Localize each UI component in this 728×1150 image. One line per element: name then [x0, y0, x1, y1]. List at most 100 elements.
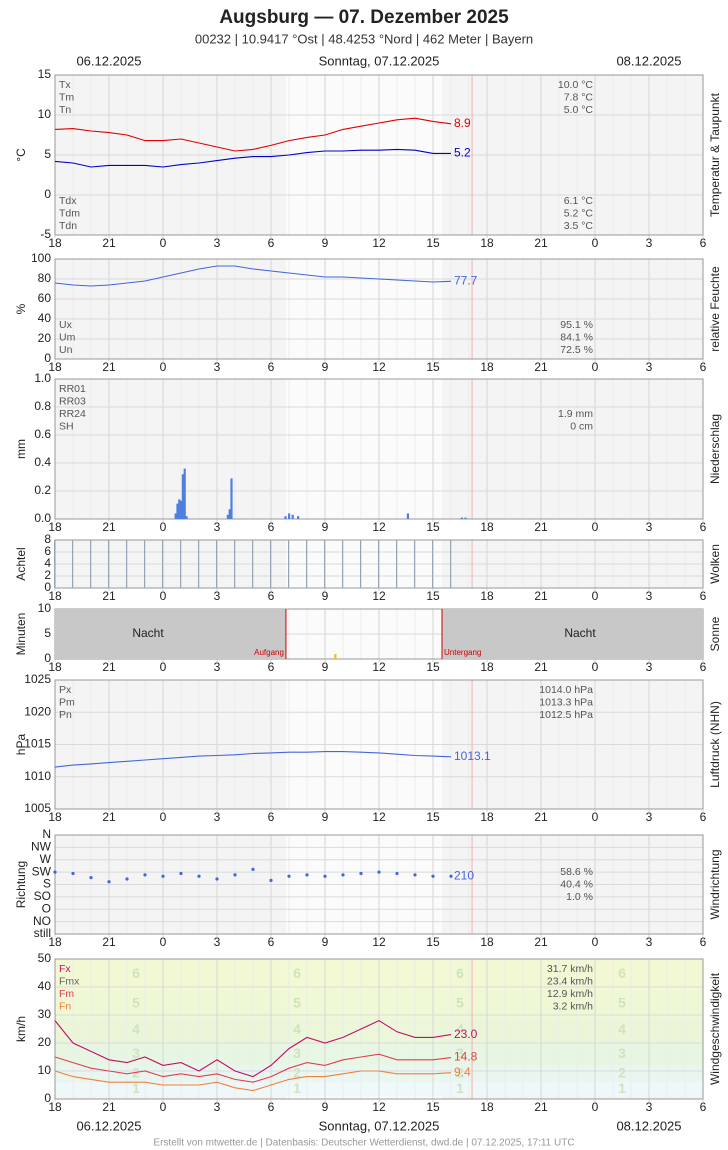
bar [176, 503, 179, 519]
end-label: 5.2 [454, 146, 471, 160]
x-tick-label: 0 [592, 589, 599, 603]
point [143, 873, 147, 877]
y-tick-label: 10 [38, 107, 52, 121]
x-tick-label: 6 [268, 935, 275, 949]
x-tick-label: 9 [322, 810, 329, 824]
stat-value: 0 cm [570, 420, 593, 432]
x-tick-label: 9 [322, 236, 329, 250]
y-tick-label: 0.0 [34, 511, 51, 525]
x-tick-label: 6 [700, 810, 707, 824]
sunset-label: Untergang [444, 648, 481, 657]
beaufort-label: 4 [293, 1021, 301, 1037]
daylight [285, 259, 442, 359]
y-tick-label: 1015 [24, 737, 51, 751]
y-tick-label: W [40, 852, 52, 866]
x-tick-label: 18 [480, 935, 494, 949]
x-tick-label: 12 [372, 589, 386, 603]
y-tick-label: still [34, 926, 51, 940]
plot-frame [54, 74, 704, 236]
plot-frame [54, 958, 704, 1100]
x-tick-label: 12 [372, 660, 386, 674]
bar [90, 540, 92, 588]
bar [288, 513, 291, 519]
bar [226, 514, 229, 519]
x-tick-label: 3 [646, 589, 653, 603]
x-tick-label: 18 [48, 810, 62, 824]
beaufort-label: 4 [456, 1021, 464, 1037]
y-tick-label: 40 [38, 311, 52, 325]
point [305, 873, 309, 877]
stat-label: Pn [59, 709, 72, 721]
x-tick-label: 9 [322, 1100, 329, 1114]
x-tick-label: 18 [480, 660, 494, 674]
stat-value: 40.4 % [560, 878, 593, 890]
plot-frame [54, 679, 704, 810]
y-tick-label: 0 [44, 651, 51, 665]
night [55, 609, 286, 659]
series-line [54, 265, 452, 287]
point [323, 874, 327, 878]
x-tick-label: 21 [102, 589, 116, 603]
date: 06.12.2025 [76, 53, 141, 68]
point [341, 873, 345, 877]
x-tick-label: 3 [646, 660, 653, 674]
x-tick-label: 9 [322, 935, 329, 949]
panel-label: Temperatur & Taupunkt [708, 92, 722, 217]
x-tick-label: 21 [534, 236, 548, 250]
x-tick-label: 21 [102, 520, 116, 534]
bar [288, 540, 290, 588]
point [287, 874, 291, 878]
x-tick-label: 3 [646, 810, 653, 824]
bar [334, 654, 337, 659]
x-tick-label: 6 [268, 660, 275, 674]
bar [183, 468, 186, 519]
x-tick-label: 6 [700, 1100, 707, 1114]
y-tick-label: SW [32, 864, 52, 878]
series-line [54, 1019, 452, 1078]
stat-label: SH [59, 420, 74, 432]
beaufort-label: 1 [618, 1080, 626, 1096]
point [71, 871, 75, 876]
beaufort-label: 1 [456, 1080, 464, 1096]
y-tick-label: 20 [38, 331, 52, 345]
stat-value: 72.5 % [560, 344, 593, 356]
point [377, 870, 381, 874]
x-tick-label: 3 [646, 935, 653, 949]
panel-label: Windgeschwindigkeit [708, 972, 722, 1085]
stat-label: Tm [59, 91, 74, 103]
x-tick-label: 6 [268, 520, 275, 534]
x-tick-label: 3 [214, 360, 221, 374]
date: Sonntag, 07.12.2025 [319, 1118, 440, 1133]
y-tick-label: 40 [38, 979, 52, 993]
x-tick-label: 18 [480, 520, 494, 534]
x-tick-label: 6 [268, 589, 275, 603]
x-tick-label: 18 [480, 589, 494, 603]
x-tick-label: 18 [480, 1100, 494, 1114]
bar [180, 540, 182, 588]
x-tick-label: 21 [534, 1100, 548, 1114]
stat-value: 3.5 °C [564, 220, 594, 232]
series-line [54, 148, 451, 168]
end-label: 77.7 [454, 273, 478, 287]
x-tick-label: 0 [592, 520, 599, 534]
x-tick-label: 15 [426, 810, 440, 824]
stat-label: RR01 [59, 383, 86, 395]
y-tick-label: 0 [44, 187, 51, 201]
stat-label: Un [59, 344, 73, 356]
stat-label: RR03 [59, 395, 86, 407]
bar [284, 516, 287, 519]
bar [162, 540, 164, 588]
bar [181, 474, 184, 519]
date: 08.12.2025 [616, 53, 681, 68]
x-tick-label: 0 [160, 810, 167, 824]
x-tick-label: 9 [322, 660, 329, 674]
x-tick-label: 18 [48, 589, 62, 603]
bar [297, 516, 300, 519]
stat-value: 23.4 km/h [547, 975, 593, 987]
panel-label: relative Feuchte [708, 266, 722, 352]
point [395, 871, 399, 876]
beaufort-label: 5 [456, 995, 464, 1011]
y-tick-label: 0.8 [34, 399, 51, 413]
x-tick-label: 0 [160, 660, 167, 674]
